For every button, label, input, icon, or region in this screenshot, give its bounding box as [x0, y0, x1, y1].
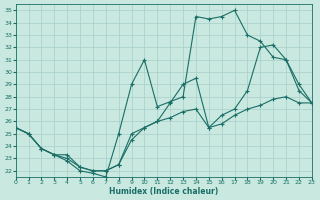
X-axis label: Humidex (Indice chaleur): Humidex (Indice chaleur) [109, 187, 218, 196]
